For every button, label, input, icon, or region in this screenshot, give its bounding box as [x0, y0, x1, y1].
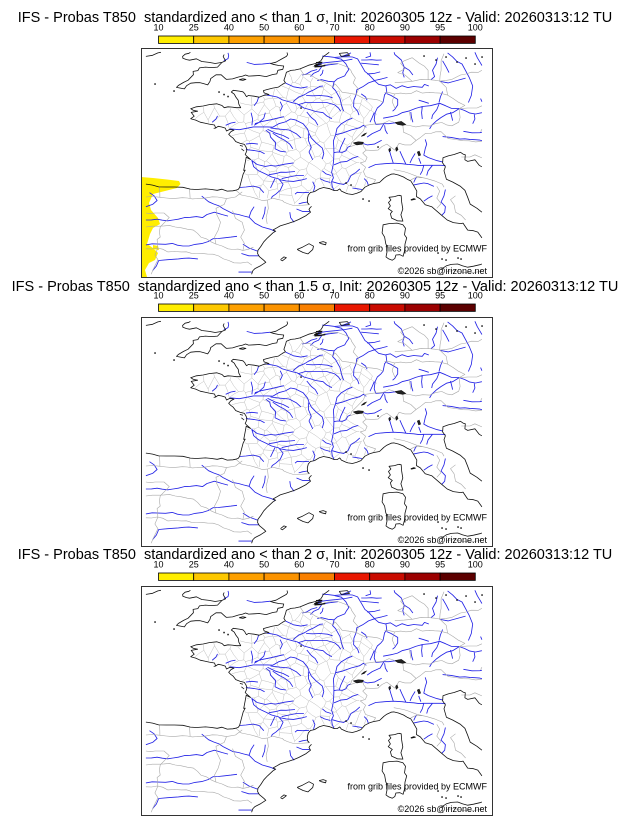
svg-text:80: 80 — [365, 22, 375, 32]
svg-text:25: 25 — [189, 291, 199, 301]
svg-text:25: 25 — [189, 22, 199, 32]
svg-text:40: 40 — [224, 559, 234, 569]
svg-text:50: 50 — [259, 291, 269, 301]
svg-text:80: 80 — [365, 291, 375, 301]
svg-text:90: 90 — [400, 22, 410, 32]
svg-text:90: 90 — [400, 291, 410, 301]
svg-text:95: 95 — [435, 291, 445, 301]
svg-text:10: 10 — [153, 291, 163, 301]
svg-text:70: 70 — [329, 22, 339, 32]
svg-text:10: 10 — [153, 22, 163, 32]
svg-text:40: 40 — [224, 291, 234, 301]
svg-text:40: 40 — [224, 22, 234, 32]
svg-text:60: 60 — [294, 559, 304, 569]
svg-text:60: 60 — [294, 291, 304, 301]
svg-text:50: 50 — [259, 22, 269, 32]
svg-text:70: 70 — [329, 291, 339, 301]
svg-text:80: 80 — [365, 559, 375, 569]
svg-text:100: 100 — [468, 559, 483, 569]
svg-text:50: 50 — [259, 559, 269, 569]
svg-text:60: 60 — [294, 22, 304, 32]
svg-text:70: 70 — [329, 559, 339, 569]
svg-text:90: 90 — [400, 559, 410, 569]
svg-text:100: 100 — [468, 291, 483, 301]
svg-text:10: 10 — [153, 559, 163, 569]
svg-text:95: 95 — [435, 559, 445, 569]
svg-text:100: 100 — [468, 22, 483, 32]
svg-text:25: 25 — [189, 559, 199, 569]
svg-text:95: 95 — [435, 22, 445, 32]
